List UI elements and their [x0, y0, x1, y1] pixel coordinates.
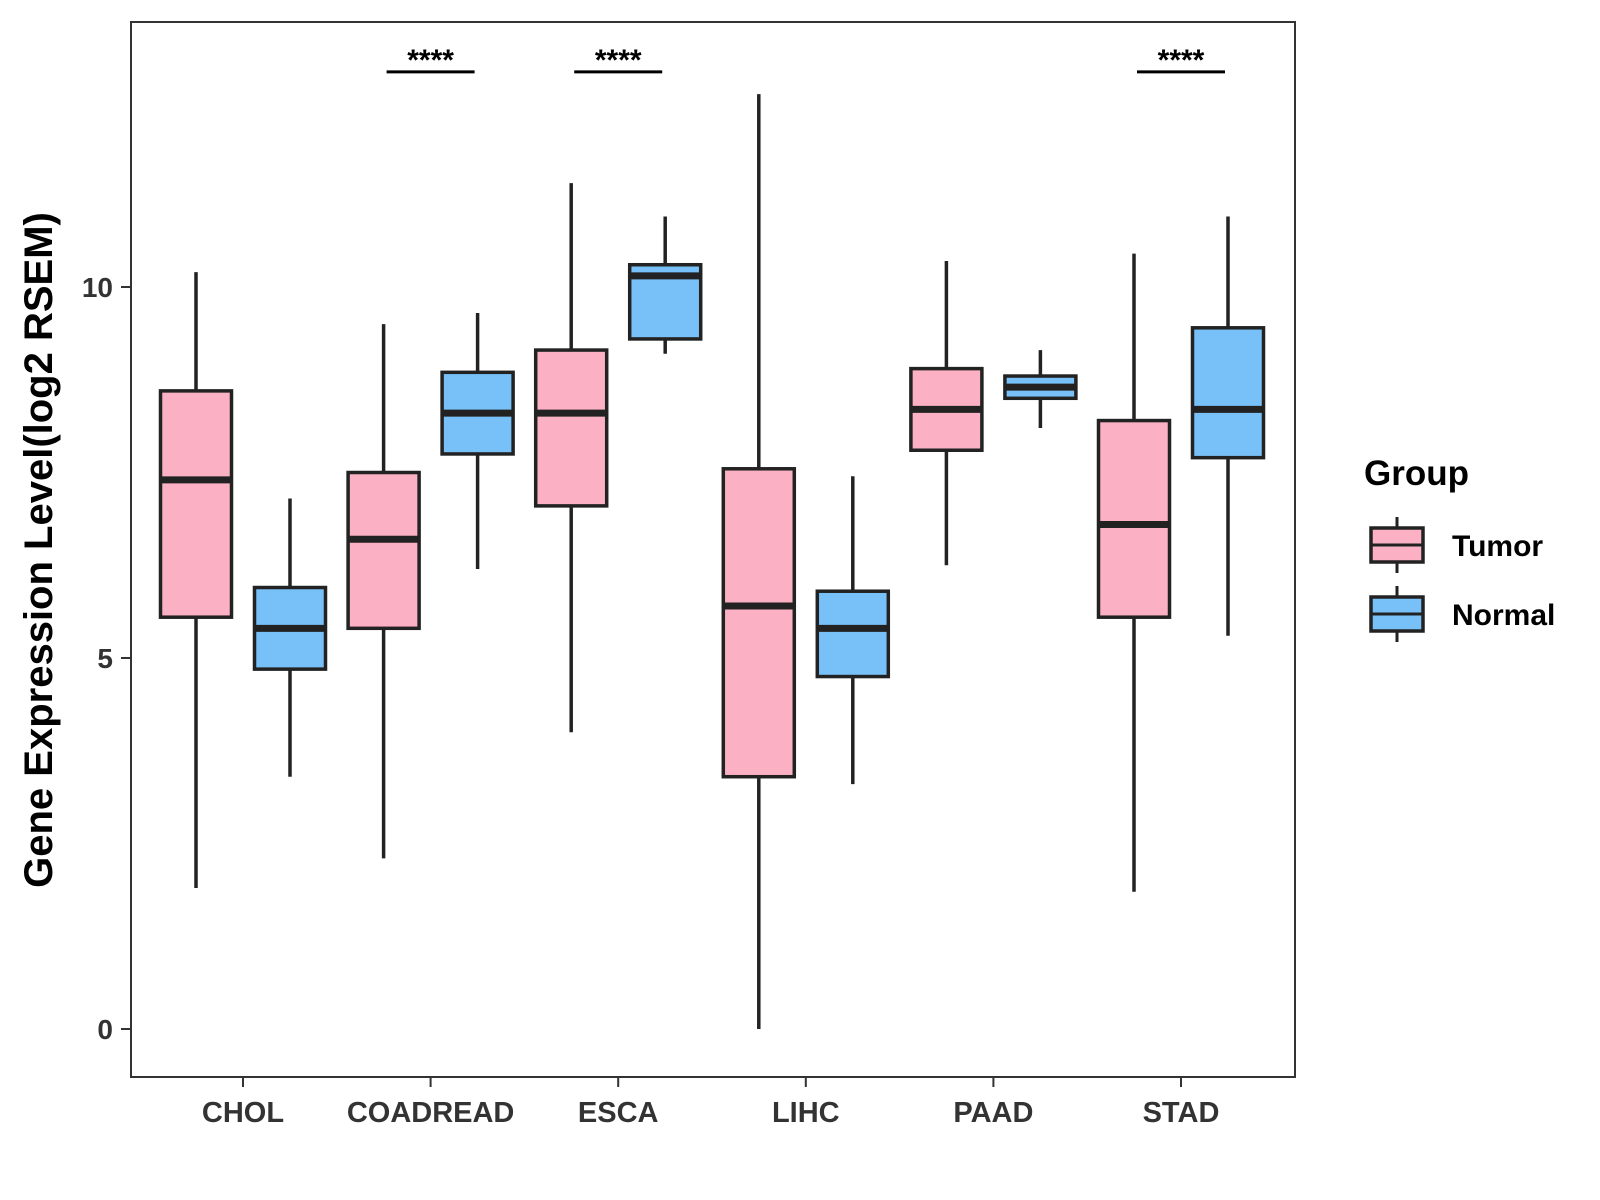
box-tumor-coadread [346, 324, 421, 859]
significance-label: **** [595, 44, 642, 77]
box-body [815, 589, 891, 679]
x-tick-label: STAD [1143, 1097, 1220, 1129]
legend-keys: Tumor Normal [1369, 517, 1555, 642]
legend-title: Group [1364, 454, 1469, 493]
box-tumor-paad [909, 261, 984, 566]
box-normal-stad [1190, 216, 1266, 636]
y-axis-title: Gene Expression Level(log2 RSEM) [17, 212, 61, 888]
y-tick-label: 5 [97, 643, 113, 674]
box-tumor-esca [533, 183, 609, 733]
legend-label: Normal [1452, 599, 1555, 632]
x-tick-label: ESCA [578, 1097, 659, 1129]
box-tumor-stad [1096, 253, 1172, 892]
legend-key-normal: Normal [1369, 586, 1555, 642]
box-body [533, 348, 609, 508]
significance-layer: **** **** **** [386, 44, 1225, 77]
box-body [721, 467, 797, 779]
x-tick-label: COADREAD [347, 1097, 515, 1129]
x-tick-label: CHOL [202, 1097, 284, 1129]
significance-coadread: **** [386, 44, 475, 77]
box-normal-coadread [440, 312, 515, 569]
box-normal-paad [1003, 350, 1078, 428]
y-tick-label: 10 [82, 272, 113, 303]
box-normal-lihc [815, 476, 891, 785]
x-tick-label: PAAD [953, 1097, 1033, 1129]
significance-label: **** [407, 44, 454, 77]
boxes-layer [158, 94, 1266, 1029]
box-normal-esca [627, 216, 703, 354]
y-axis: 0 5 10 [82, 272, 131, 1045]
box-body [346, 470, 421, 631]
x-axis: CHOL COADREAD ESCA LIHC PAAD STAD [202, 1077, 1219, 1129]
legend-key-tumor: Tumor [1369, 517, 1543, 573]
box-normal-chol [252, 498, 328, 777]
box-body [1190, 326, 1266, 460]
box-tumor-chol [158, 272, 234, 889]
significance-stad: **** [1137, 44, 1225, 77]
y-tick-label: 0 [97, 1014, 113, 1045]
box-body [1096, 418, 1172, 619]
box-body [158, 389, 234, 619]
box-tumor-lihc [721, 94, 797, 1029]
x-tick-label: LIHC [772, 1097, 840, 1129]
legend: Group Tumor Normal [1364, 454, 1555, 642]
significance-label: **** [1158, 44, 1205, 77]
legend-label: Tumor [1452, 530, 1543, 563]
significance-esca: **** [574, 44, 663, 77]
